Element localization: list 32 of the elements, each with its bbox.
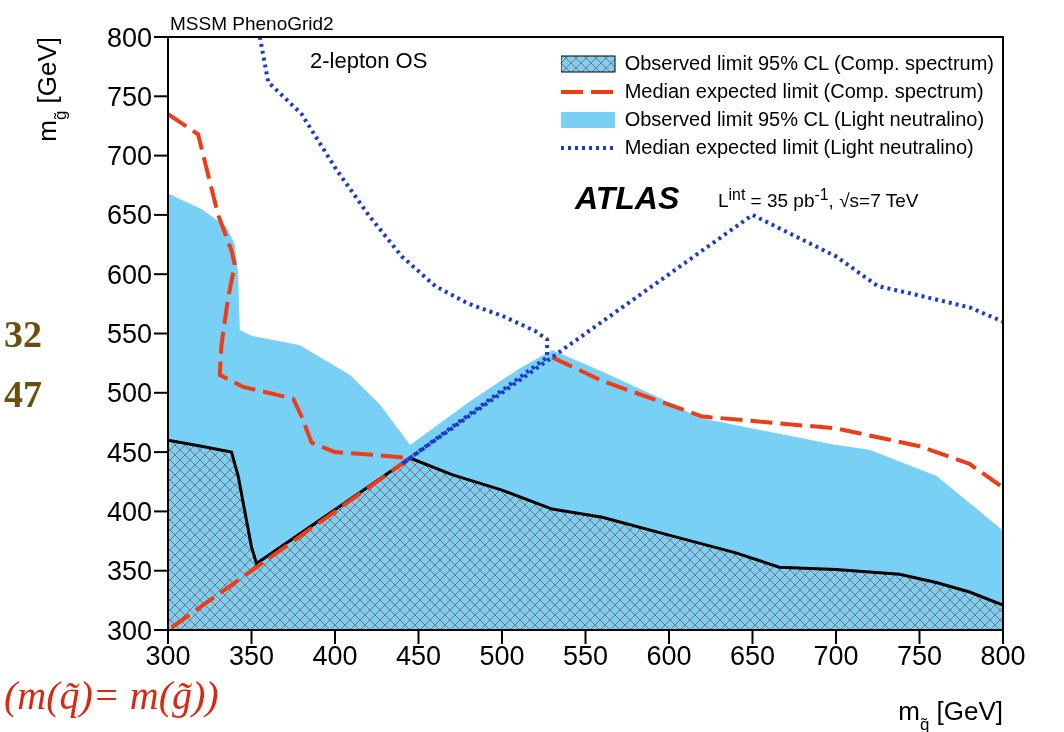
- annotation: L$^{int}$ = 35 pb$^{-1}$, √s=7 TeV: [718, 186, 919, 212]
- y-tick-label: 700: [106, 141, 152, 172]
- x-tick-label: 650: [729, 641, 776, 672]
- line-series: [257, 37, 1003, 466]
- text: 47: [4, 373, 42, 415]
- legend-label: Observed limit 95% CL (Comp. spectrum): [624, 52, 994, 75]
- x-tick-label: 800: [980, 641, 1026, 672]
- x-tick-label: 450: [395, 641, 442, 672]
- annotation: 2-lepton OS: [310, 48, 428, 73]
- text: (m(q̃)= m(g̃)): [4, 673, 219, 718]
- annotation: ATLAS: [575, 180, 680, 216]
- x-tick-label: 600: [646, 641, 692, 672]
- legend-label: Median expected limit (Light neutralino): [624, 136, 974, 159]
- y-tick-label: 650: [106, 200, 152, 231]
- x-tick-label: 350: [228, 641, 275, 672]
- y-tick-label: 450: [106, 437, 152, 468]
- text: 32: [4, 313, 42, 355]
- y-tick-label: 350: [106, 556, 152, 587]
- x-tick-label: 700: [813, 641, 859, 672]
- x-tick-label: 500: [479, 641, 525, 672]
- y-tick-label: 800: [106, 22, 152, 53]
- legend-label: Median expected limit (Comp. spectrum): [624, 80, 984, 103]
- y-tick-label: 600: [106, 259, 152, 290]
- x-tick-label: 400: [312, 641, 358, 672]
- chart-title: MSSM PhenoGrid2: [170, 13, 334, 34]
- legend-label: Observed limit 95% CL (Light neutralino): [624, 108, 985, 131]
- x-tick-label: 550: [562, 641, 609, 672]
- y-tick-label: 500: [106, 378, 152, 409]
- y-tick-label: 550: [106, 319, 152, 350]
- y-tick-label: 400: [106, 496, 152, 527]
- x-tick-label: 750: [896, 641, 943, 672]
- y-tick-label: 750: [106, 81, 152, 112]
